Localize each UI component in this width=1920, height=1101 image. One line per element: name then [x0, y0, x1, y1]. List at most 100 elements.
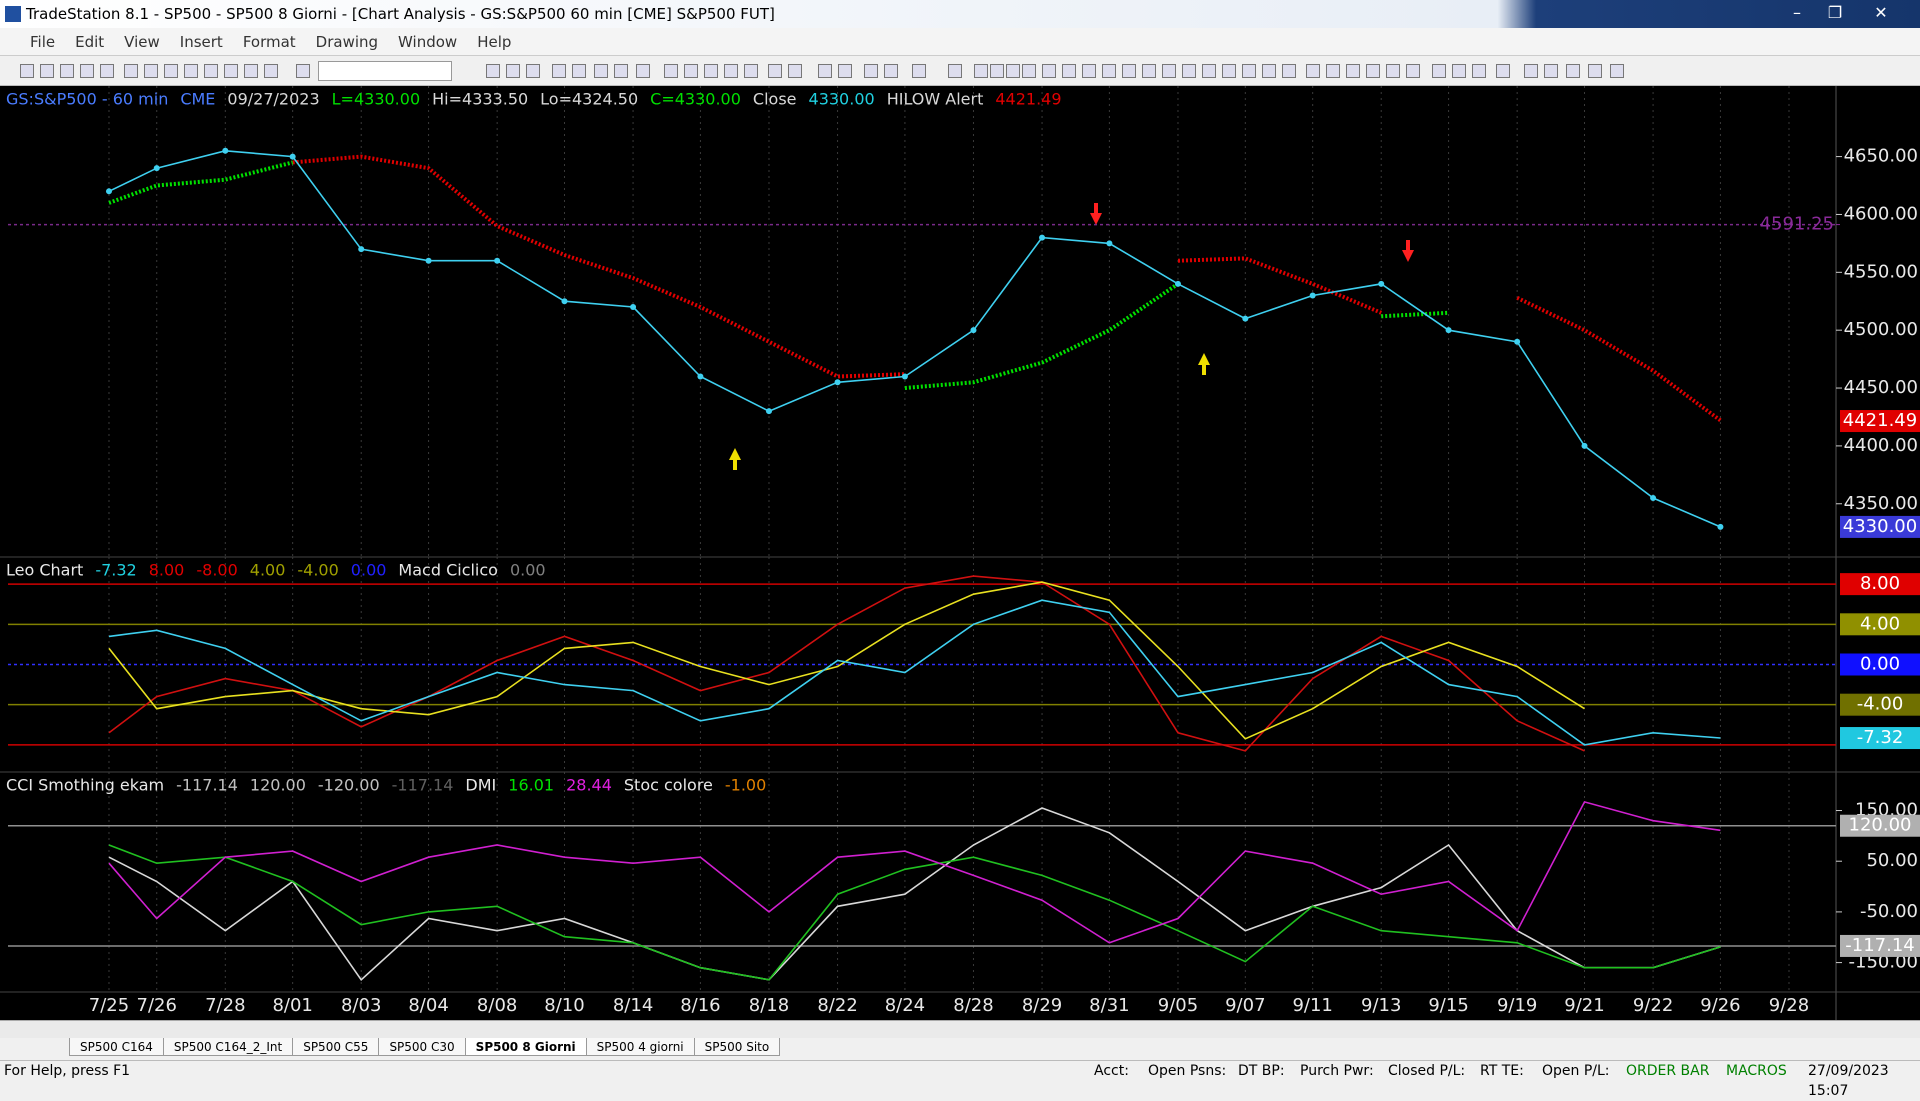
sheet-tab[interactable]: SP500 C55 — [292, 1038, 380, 1056]
toolbar-button[interactable] — [204, 64, 218, 78]
toolbar-button[interactable] — [100, 64, 114, 78]
toolbar-button[interactable] — [80, 64, 94, 78]
panel-header: GS:S&P500 - 60 min — [6, 90, 168, 109]
toolbar-button[interactable] — [264, 64, 278, 78]
toolbar-button[interactable] — [1006, 64, 1020, 78]
x-tick-label: 8/10 — [544, 995, 584, 1016]
toolbar-button[interactable] — [1432, 64, 1446, 78]
toolbar-button[interactable] — [884, 64, 898, 78]
toolbar-button[interactable] — [224, 64, 238, 78]
toolbar-button[interactable] — [1610, 64, 1624, 78]
toolbar-button[interactable] — [974, 64, 988, 78]
minimize-button[interactable]: – — [1793, 3, 1801, 22]
value-label: -117.14 — [1845, 935, 1914, 956]
panel-header: Stoc colore — [624, 776, 713, 795]
toolbar-button[interactable] — [1566, 64, 1580, 78]
toolbar-button[interactable] — [704, 64, 718, 78]
toolbar-button[interactable] — [1262, 64, 1276, 78]
sheet-tab[interactable]: SP500 Sito — [693, 1038, 781, 1056]
close-button[interactable]: ✕ — [1874, 3, 1888, 22]
toolbar-button[interactable] — [1406, 64, 1420, 78]
toolbar-button[interactable] — [1282, 64, 1296, 78]
toolbar-button[interactable] — [664, 64, 678, 78]
toolbar-button[interactable] — [1142, 64, 1156, 78]
menu-item[interactable]: Help — [477, 33, 512, 51]
value-label: 120.00 — [1849, 815, 1912, 836]
toolbar-button[interactable] — [724, 64, 738, 78]
toolbar-button[interactable] — [296, 64, 310, 78]
toolbar-button[interactable] — [1022, 64, 1036, 78]
menu-item[interactable]: Drawing — [315, 33, 379, 51]
toolbar-button[interactable] — [572, 64, 586, 78]
toolbar-button[interactable] — [1202, 64, 1216, 78]
toolbar-button[interactable] — [838, 64, 852, 78]
series-line — [292, 154, 1722, 423]
toolbar-button[interactable] — [164, 64, 178, 78]
toolbar-button[interactable] — [184, 64, 198, 78]
x-tick-label: 9/11 — [1292, 995, 1332, 1016]
menu-item[interactable]: Window — [398, 33, 458, 51]
panel-header: 120.00 — [250, 776, 306, 795]
menu-item[interactable]: Edit — [75, 33, 105, 51]
toolbar-button[interactable] — [614, 64, 628, 78]
toolbar-button[interactable] — [1162, 64, 1176, 78]
x-tick-label: 8/24 — [885, 995, 925, 1016]
menu-item[interactable]: Insert — [179, 33, 223, 51]
toolbar-button[interactable] — [1496, 64, 1510, 78]
toolbar-button[interactable] — [1182, 64, 1196, 78]
toolbar-button[interactable] — [636, 64, 650, 78]
menu-item[interactable]: View — [124, 33, 160, 51]
panel-header: HILOW Alert — [887, 90, 984, 109]
toolbar-button[interactable] — [506, 64, 520, 78]
toolbar-button[interactable] — [1386, 64, 1400, 78]
toolbar-button[interactable] — [912, 64, 926, 78]
toolbar-button[interactable] — [788, 64, 802, 78]
toolbar-button[interactable] — [1588, 64, 1602, 78]
toolbar-button[interactable] — [1524, 64, 1538, 78]
toolbar-button[interactable] — [990, 64, 1004, 78]
toolbar-button[interactable] — [864, 64, 878, 78]
sheet-tab[interactable]: SP500 C164_2_Int — [162, 1038, 294, 1056]
menu-item[interactable]: Format — [242, 33, 296, 51]
toolbar-button[interactable] — [1326, 64, 1340, 78]
toolbar-button[interactable] — [1222, 64, 1236, 78]
toolbar-button[interactable] — [1544, 64, 1558, 78]
panel-header: -117.14 — [392, 776, 454, 795]
menu-item[interactable]: File — [30, 33, 56, 51]
toolbar-button[interactable] — [594, 64, 608, 78]
sheet-tab[interactable]: SP500 4 giorni — [585, 1038, 695, 1056]
toolbar-button[interactable] — [1122, 64, 1136, 78]
toolbar-button[interactable] — [526, 64, 540, 78]
toolbar-button[interactable] — [1366, 64, 1380, 78]
toolbar-button[interactable] — [1102, 64, 1116, 78]
toolbar-button[interactable] — [244, 64, 258, 78]
price-dot — [1378, 280, 1385, 287]
toolbar-button[interactable] — [744, 64, 758, 78]
toolbar-button[interactable] — [768, 64, 782, 78]
toolbar-button[interactable] — [1472, 64, 1486, 78]
toolbar-button[interactable] — [60, 64, 74, 78]
maximize-button[interactable]: ❐ — [1827, 3, 1843, 22]
toolbar-button[interactable] — [1062, 64, 1076, 78]
toolbar-button[interactable] — [1242, 64, 1256, 78]
toolbar-button[interactable] — [124, 64, 138, 78]
toolbar-button[interactable] — [1346, 64, 1360, 78]
toolbar-button[interactable] — [684, 64, 698, 78]
toolbar-button[interactable] — [818, 64, 832, 78]
toolbar-button[interactable] — [40, 64, 54, 78]
toolbar-button[interactable] — [1306, 64, 1320, 78]
toolbar-button[interactable] — [1082, 64, 1096, 78]
sheet-tab[interactable]: SP500 8 Giorni — [464, 1038, 587, 1056]
toolbar-button[interactable] — [1042, 64, 1056, 78]
toolbar-button[interactable] — [552, 64, 566, 78]
toolbar-button[interactable] — [144, 64, 158, 78]
sheet-tab[interactable]: SP500 C30 — [378, 1038, 466, 1056]
horizontal-scrollbar[interactable] — [0, 1020, 1920, 1038]
x-tick-label: 7/26 — [137, 995, 177, 1016]
sheet-tab[interactable]: SP500 C164 — [69, 1038, 164, 1056]
toolbar-button[interactable] — [1452, 64, 1466, 78]
toolbar-button[interactable] — [20, 64, 34, 78]
symbol-combo[interactable] — [318, 61, 452, 81]
toolbar-button[interactable] — [948, 64, 962, 78]
toolbar-button[interactable] — [486, 64, 500, 78]
